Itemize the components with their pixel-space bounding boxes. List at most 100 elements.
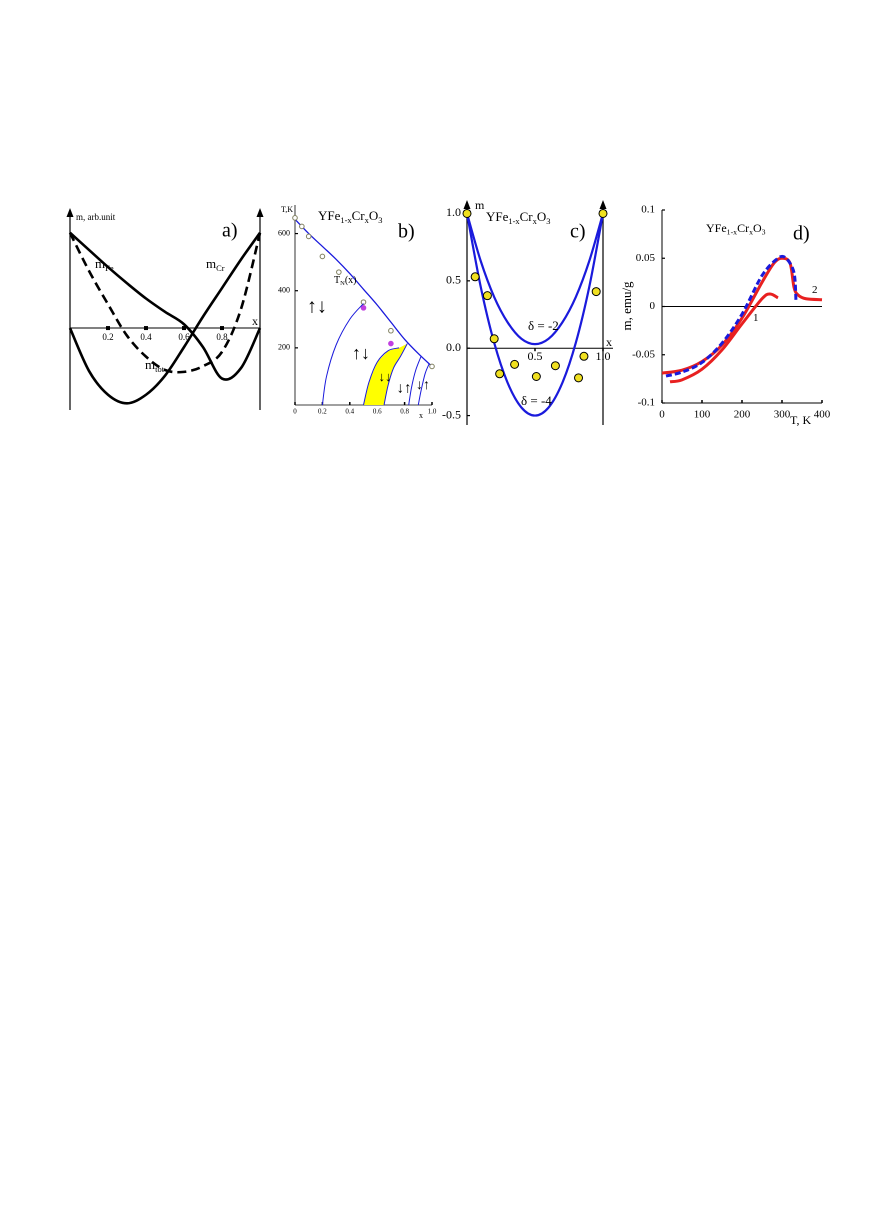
text-part: (x) [345, 275, 357, 286]
data-line [68, 232, 262, 405]
data-line [321, 303, 364, 406]
text-part: O [369, 208, 378, 223]
data-line [465, 213, 605, 346]
text-part: 2 [812, 284, 818, 296]
y-axis-label: m, emu/g [619, 281, 634, 331]
y-tick-label: 0 [650, 300, 656, 312]
subscript: 3 [546, 216, 550, 226]
panel-label: d) [793, 223, 810, 245]
y-tick-label: 600 [278, 228, 290, 237]
data-point [388, 327, 394, 334]
data-point [305, 233, 312, 240]
y-tick-label: 0.1 [641, 204, 655, 216]
x-tick [106, 326, 110, 331]
data-line [69, 231, 262, 381]
subscript: x [365, 215, 370, 225]
x-tick [144, 326, 148, 331]
data-point [319, 253, 326, 260]
data-point [550, 361, 560, 371]
text-part: O [537, 209, 546, 224]
x-tick-label: 0.4 [345, 408, 354, 416]
subscript: 3 [378, 215, 382, 225]
data-point [429, 363, 435, 370]
chart-title: YFe1-xCrxO3 [706, 221, 766, 237]
series-label: mFe [95, 256, 114, 273]
x-tick-label: 0.2 [102, 332, 113, 342]
x-axis-label: x [419, 411, 423, 420]
data-point [292, 215, 298, 221]
series-label: δ = -4 [521, 393, 552, 408]
text-part: 1 [753, 312, 759, 324]
data-point [336, 269, 342, 275]
subscript: x [533, 216, 538, 226]
text-part: m [206, 256, 216, 271]
x-tick-label: 0 [293, 408, 297, 416]
series-label: δ = -2 [528, 318, 559, 333]
subscript: 3 [762, 227, 766, 236]
text-part: δ = -2 [528, 318, 559, 333]
subscript: Cr [216, 263, 225, 273]
data-line [665, 254, 798, 378]
text-part: YFe [486, 209, 509, 224]
text-part: YFe [318, 208, 341, 223]
data-line [465, 213, 605, 417]
data-point [598, 208, 608, 218]
data-point [470, 272, 480, 282]
data-line [363, 347, 400, 406]
series-label: TN(x) [334, 275, 356, 287]
series-label: 2 [812, 284, 818, 296]
x-tick-label: 0.6 [178, 332, 190, 342]
x-tick-label: 300 [774, 409, 791, 421]
x-axis-label: x [252, 314, 258, 328]
data-line [68, 232, 262, 374]
x-tick-label: 0.8 [400, 408, 409, 416]
data-point [510, 359, 520, 369]
text-part: T [334, 275, 340, 286]
x-axis-label: x [606, 335, 612, 349]
text-part: O [753, 221, 762, 235]
data-line [417, 363, 430, 406]
x-tick-label: 0 [659, 409, 665, 421]
y-tick-label: 1.0 [446, 205, 461, 219]
subscript: tot [155, 364, 165, 374]
subscript: 1-x [340, 215, 352, 225]
y-tick-label: 200 [278, 343, 290, 352]
data-line [408, 356, 422, 406]
y-axis-label: T,K [281, 205, 293, 214]
y-tick-label: -0.5 [442, 407, 461, 421]
x-tick-label: 0.8 [216, 332, 228, 342]
data-point [489, 334, 499, 344]
y-tick-label: -0.05 [632, 348, 655, 360]
data-point [462, 208, 472, 218]
subscript: 1-x [508, 216, 520, 226]
x-tick-label: 0.2 [318, 408, 327, 416]
x-tick-label: 0.4 [140, 332, 152, 342]
data-point [574, 373, 584, 383]
text-part: YFe [706, 221, 727, 235]
data-point [482, 291, 492, 301]
x-tick-label: 1.0 [596, 349, 611, 363]
y-tick-label: 0.0 [446, 340, 461, 354]
text-part: Cr [352, 208, 366, 223]
series-label: mtot [145, 357, 165, 374]
axis-arrow [66, 208, 74, 217]
text-part: m [145, 357, 155, 372]
x-tick [220, 326, 224, 331]
subscript: x [749, 227, 753, 236]
x-tick-label: 0.6 [373, 408, 382, 416]
data-point [299, 223, 305, 230]
axis-arrow [256, 208, 264, 217]
x-tick [182, 326, 186, 331]
y-tick-label: -0.1 [638, 397, 655, 409]
chart-title: YFe1-xCrxO3 [318, 208, 382, 225]
x-tick-label: 1.0 [428, 408, 437, 416]
y-tick-label: 0.5 [446, 273, 461, 287]
x-tick-label: 200 [734, 409, 751, 421]
text-part: Cr [737, 221, 749, 235]
axis-arrow [599, 200, 607, 209]
subscript: N [340, 280, 345, 287]
y-tick-label: 400 [278, 286, 290, 295]
data-point [591, 287, 601, 297]
x-tick-label: 100 [694, 409, 711, 421]
